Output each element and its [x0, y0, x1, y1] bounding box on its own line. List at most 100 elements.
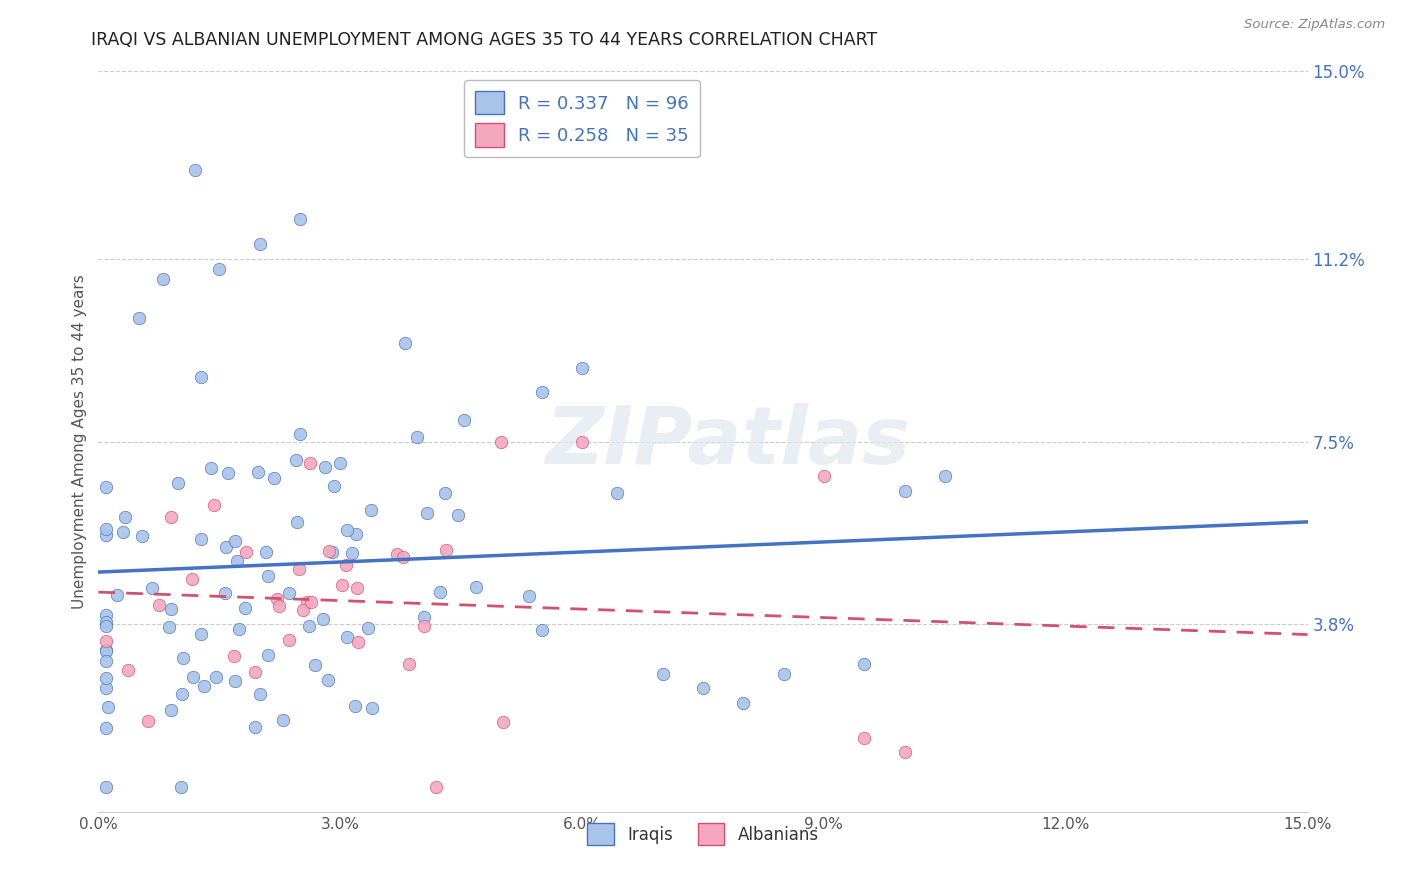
- Point: [298, 456, 321, 470]
- Point: [157, 620, 180, 634]
- Point: [117, 664, 139, 678]
- Point: [96, 644, 118, 658]
- Point: [96, 522, 118, 536]
- Text: ZIPatlas: ZIPatlas: [544, 402, 910, 481]
- Point: [340, 546, 363, 560]
- Point: [385, 547, 408, 561]
- Point: [335, 630, 357, 644]
- Point: [330, 578, 353, 592]
- Point: [112, 525, 135, 540]
- Point: [114, 510, 136, 524]
- Point: [329, 456, 352, 470]
- Point: [465, 581, 488, 595]
- Point: [96, 671, 118, 685]
- Text: IRAQI VS ALBANIAN UNEMPLOYMENT AMONG AGES 35 TO 44 YEARS CORRELATION CHART: IRAQI VS ALBANIAN UNEMPLOYMENT AMONG AGE…: [91, 31, 877, 49]
- Point: [193, 679, 215, 693]
- Point: [318, 544, 340, 558]
- Point: [453, 413, 475, 427]
- Point: [335, 558, 357, 572]
- Point: [285, 453, 308, 467]
- Point: [346, 634, 368, 648]
- Point: [360, 503, 382, 517]
- Point: [853, 657, 876, 671]
- Point: [571, 434, 593, 449]
- Point: [128, 311, 150, 326]
- Point: [159, 602, 181, 616]
- Point: [692, 681, 714, 696]
- Point: [205, 670, 228, 684]
- Point: [304, 658, 326, 673]
- Point: [492, 714, 515, 729]
- Point: [446, 508, 468, 523]
- Point: [184, 163, 207, 178]
- Point: [772, 666, 794, 681]
- Point: [235, 545, 257, 559]
- Point: [412, 619, 434, 633]
- Text: Source: ZipAtlas.com: Source: ZipAtlas.com: [1244, 18, 1385, 31]
- Point: [136, 714, 159, 728]
- Point: [571, 360, 593, 375]
- Point: [853, 731, 876, 745]
- Point: [224, 534, 246, 549]
- Point: [166, 476, 188, 491]
- Point: [263, 471, 285, 485]
- Point: [183, 670, 205, 684]
- Point: [290, 427, 312, 442]
- Point: [257, 648, 280, 663]
- Point: [96, 681, 118, 695]
- Point: [249, 687, 271, 701]
- Point: [934, 469, 956, 483]
- Point: [190, 369, 212, 384]
- Point: [245, 719, 267, 733]
- Point: [316, 673, 339, 687]
- Point: [361, 701, 384, 715]
- Point: [208, 261, 231, 276]
- Point: [160, 703, 183, 717]
- Point: [406, 430, 429, 444]
- Point: [172, 650, 194, 665]
- Point: [224, 674, 246, 689]
- Point: [96, 722, 118, 736]
- Point: [97, 700, 120, 714]
- Point: [434, 486, 457, 500]
- Point: [273, 713, 295, 727]
- Point: [357, 621, 380, 635]
- Point: [96, 653, 118, 667]
- Point: [530, 385, 553, 400]
- Point: [96, 619, 118, 633]
- Point: [394, 335, 416, 350]
- Point: [214, 586, 236, 600]
- Point: [233, 600, 256, 615]
- Point: [160, 510, 183, 524]
- Point: [96, 615, 118, 629]
- Point: [733, 696, 755, 710]
- Point: [224, 648, 246, 663]
- Point: [225, 554, 247, 568]
- Point: [651, 666, 673, 681]
- Point: [392, 550, 415, 565]
- Point: [278, 585, 301, 599]
- Point: [215, 540, 238, 554]
- Point: [893, 483, 915, 498]
- Point: [169, 780, 191, 794]
- Point: [96, 528, 118, 542]
- Point: [312, 612, 335, 626]
- Point: [202, 498, 225, 512]
- Point: [436, 542, 458, 557]
- Point: [190, 532, 212, 546]
- Point: [105, 588, 128, 602]
- Point: [152, 271, 174, 285]
- Point: [412, 609, 434, 624]
- Point: [288, 212, 311, 227]
- Point: [269, 599, 291, 613]
- Point: [291, 602, 314, 616]
- Point: [299, 595, 322, 609]
- Point: [266, 591, 288, 606]
- Point: [180, 572, 202, 586]
- Point: [287, 515, 309, 529]
- Legend: Iraqis, Albanians: Iraqis, Albanians: [581, 817, 825, 852]
- Point: [425, 780, 447, 794]
- Point: [295, 595, 318, 609]
- Point: [96, 633, 118, 648]
- Y-axis label: Unemployment Among Ages 35 to 44 years: Unemployment Among Ages 35 to 44 years: [72, 274, 87, 609]
